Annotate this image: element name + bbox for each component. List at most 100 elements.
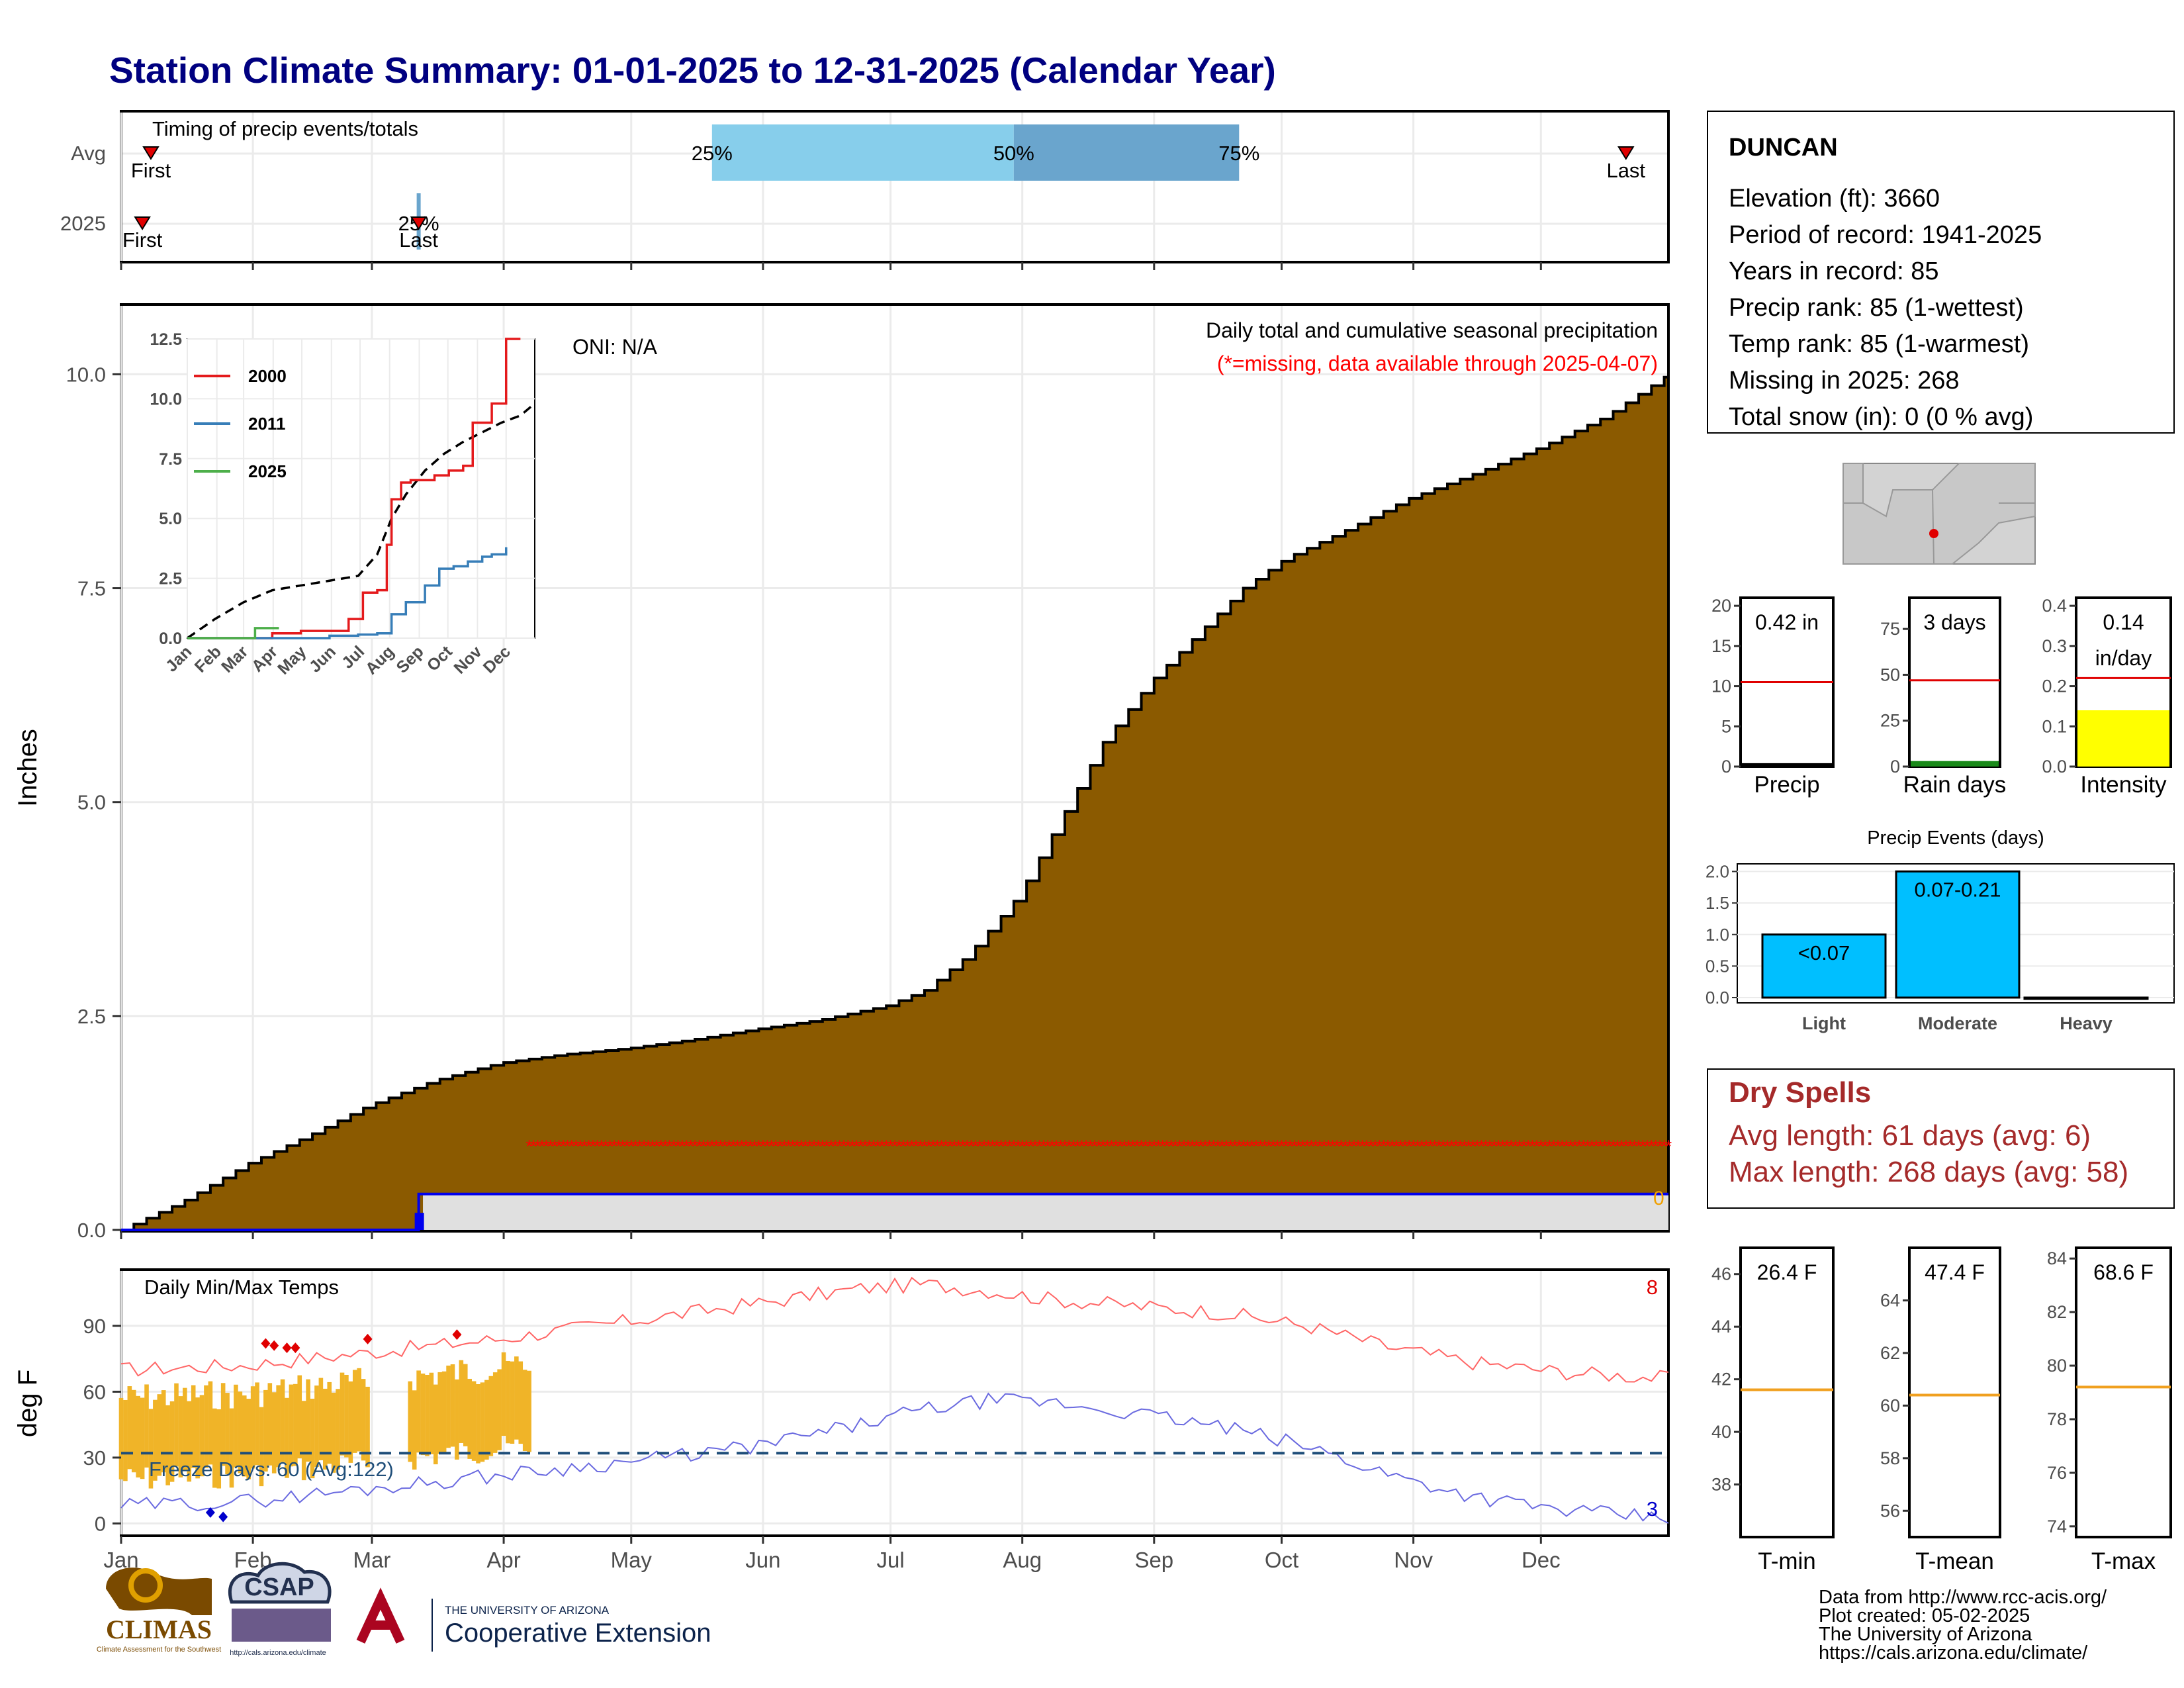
event-category-label: Light <box>1802 1013 1846 1033</box>
observed-temp-bar <box>174 1383 179 1467</box>
missing-day-marker: * <box>755 1137 762 1156</box>
missing-day-marker: * <box>1100 1137 1107 1156</box>
avg-iqr-lower-bar <box>711 124 1014 181</box>
missing-day-marker: * <box>1657 1137 1663 1156</box>
missing-day-marker: * <box>619 1137 626 1156</box>
record-max-marker <box>261 1338 271 1349</box>
missing-day-marker: * <box>1074 1137 1081 1156</box>
missing-day-marker: * <box>870 1137 877 1156</box>
dry-spells-avg: Avg length: 61 days (avg: 6) <box>1729 1119 2091 1152</box>
temp-mini-ytick-label: 60 <box>1880 1395 1900 1415</box>
missing-day-marker: * <box>985 1137 991 1156</box>
missing-day-marker: * <box>1559 1137 1565 1156</box>
observed-temp-bar <box>144 1384 149 1468</box>
missing-day-marker: * <box>772 1137 779 1156</box>
observed-temp-bar <box>165 1405 170 1485</box>
y2025-last-marker <box>410 216 428 230</box>
missing-day-marker: * <box>1151 1137 1158 1156</box>
missing-day-marker: * <box>891 1137 898 1156</box>
missing-day-marker: * <box>1529 1137 1535 1156</box>
missing-day-marker: * <box>790 1137 796 1156</box>
observed-temp-bar <box>484 1380 489 1460</box>
missing-day-marker: * <box>972 1137 979 1156</box>
avg-last-marker <box>1617 146 1635 160</box>
missing-day-marker: * <box>581 1137 588 1156</box>
missing-day-marker: * <box>1512 1137 1519 1156</box>
missing-day-marker: * <box>895 1137 902 1156</box>
inset-series-2000 <box>187 338 521 639</box>
missing-day-marker: * <box>1321 1137 1328 1156</box>
missing-day-marker: * <box>1653 1137 1659 1156</box>
y2025-last-label: Last <box>399 228 438 252</box>
missing-day-marker: * <box>1508 1137 1514 1156</box>
missing-day-marker: * <box>1261 1137 1268 1156</box>
missing-day-marker: * <box>1011 1137 1017 1156</box>
mini-category-label: Rain days <box>1903 772 2007 798</box>
avg-last-label: Last <box>1606 159 1645 182</box>
missing-day-marker: * <box>666 1137 673 1156</box>
missing-day-marker: * <box>1312 1137 1319 1156</box>
missing-day-marker: * <box>1385 1137 1391 1156</box>
missing-day-marker: * <box>853 1137 860 1156</box>
missing-day-marker: * <box>692 1137 698 1156</box>
footer-line-created: Plot created: 05-02-2025 <box>1819 1605 2030 1626</box>
missing-day-marker: * <box>721 1137 728 1156</box>
missing-day-marker: * <box>1197 1137 1204 1156</box>
dry-spells-title: Dry Spells <box>1729 1076 1871 1109</box>
record-max-count: 8 <box>1647 1276 1658 1299</box>
observed-temp-bar <box>220 1383 226 1466</box>
missing-day-marker: * <box>1019 1137 1026 1156</box>
mini-value-bar-intensity <box>2077 710 2169 767</box>
observed-temp-bar <box>259 1407 264 1487</box>
missing-day-marker: * <box>670 1137 677 1156</box>
missing-day-marker: * <box>1189 1137 1196 1156</box>
temp-mini-ytick-label: 38 <box>1711 1475 1731 1495</box>
missing-day-marker: * <box>1533 1137 1540 1156</box>
missing-day-marker: * <box>1167 1137 1174 1156</box>
avg-p50-label: 50% <box>993 142 1034 165</box>
missing-day-marker: * <box>747 1137 754 1156</box>
missing-day-marker: * <box>874 1137 881 1156</box>
missing-day-marker: * <box>1270 1137 1277 1156</box>
event-bar-heavy <box>2023 996 2149 1000</box>
observed-temp-bar <box>527 1370 531 1452</box>
missing-day-marker: * <box>1295 1137 1302 1156</box>
observed-temp-bar <box>136 1395 140 1477</box>
missing-day-marker: * <box>1572 1137 1578 1156</box>
missing-day-marker: * <box>1181 1137 1187 1156</box>
observed-temp-bar <box>267 1383 273 1466</box>
missing-day-marker: * <box>998 1137 1005 1156</box>
missing-day-marker: * <box>1227 1137 1234 1156</box>
precip-stats-charts: 0 5 10 15 20 0.42 in Precip 0 25 50 75 3 days Rain d… <box>1711 596 2172 798</box>
missing-day-marker: * <box>841 1137 847 1156</box>
mini-ytick-label: 75 <box>1880 619 1900 639</box>
month-label: Sep <box>1134 1548 1173 1572</box>
observed-temp-bar <box>289 1384 294 1467</box>
observed-temp-bar <box>437 1372 443 1454</box>
missing-day-marker: * <box>760 1137 766 1156</box>
missing-day-marker: * <box>547 1137 554 1156</box>
missing-day-marker: * <box>1346 1137 1353 1156</box>
missing-day-marker: * <box>1040 1137 1047 1156</box>
missing-day-marker: * <box>1283 1137 1289 1156</box>
events-ytick-label: 1.0 <box>1706 925 1729 945</box>
station-line-years: Years in record: 85 <box>1729 258 1939 285</box>
missing-day-marker: * <box>1087 1137 1093 1156</box>
inset-ytick-label: 0.0 <box>159 630 182 648</box>
observed-temp-bar <box>344 1374 349 1458</box>
station-location-dot <box>1929 529 1938 538</box>
observed-temp-bar <box>412 1390 417 1470</box>
temp-stats-charts: 38 40 42 44 46 26.4 F T-min 56 58 60 62 64 47.4 F T-m… <box>1711 1246 2172 1574</box>
avg-p25-label: 25% <box>692 142 733 165</box>
observed-temp-bar <box>191 1385 196 1468</box>
missing-day-marker: * <box>866 1137 872 1156</box>
inset-legend-label: 2025 <box>248 461 287 481</box>
month-label: Nov <box>1394 1548 1433 1572</box>
missing-day-marker: * <box>551 1137 558 1156</box>
missing-day-marker: * <box>823 1137 830 1156</box>
missing-day-marker: * <box>526 1137 533 1156</box>
missing-day-marker: * <box>543 1137 549 1156</box>
missing-day-marker: * <box>1240 1137 1247 1156</box>
temp-ylabel: deg F <box>13 1370 42 1437</box>
